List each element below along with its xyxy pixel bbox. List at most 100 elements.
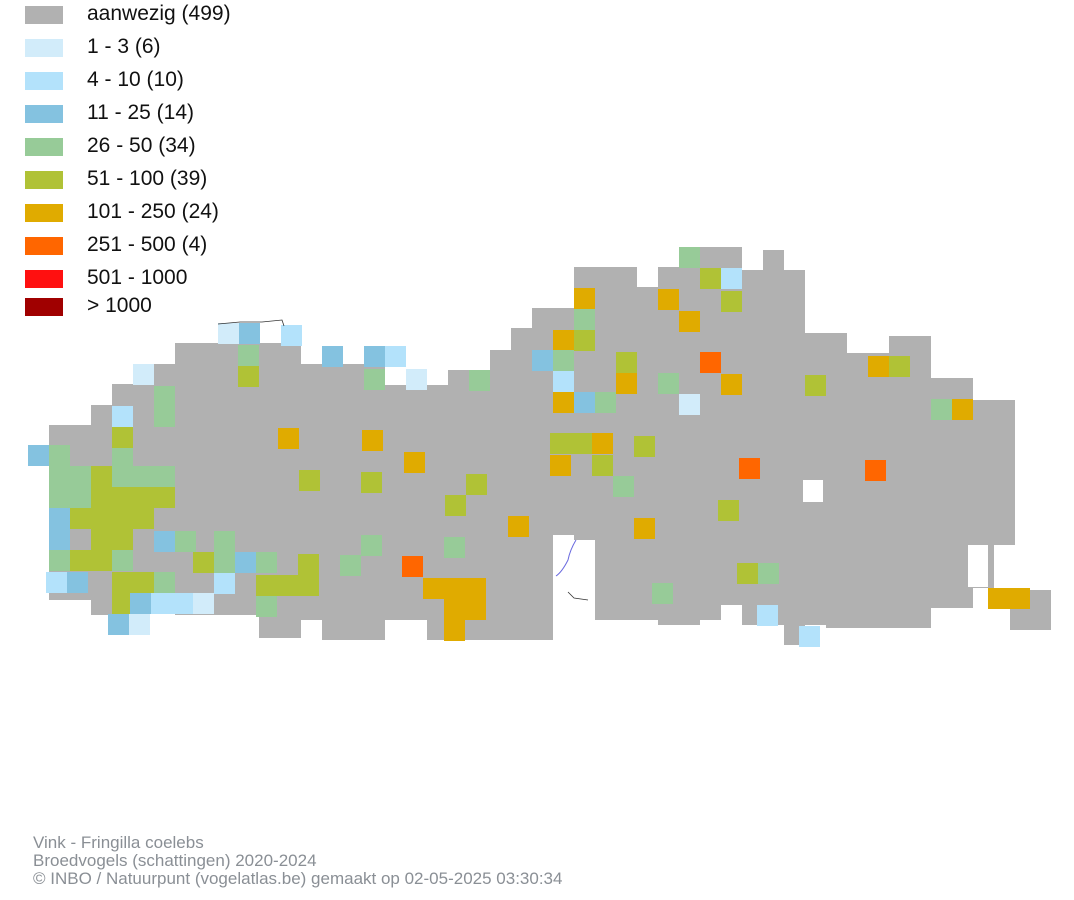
abundance-square xyxy=(214,531,235,552)
presence-square xyxy=(679,267,700,625)
legend-item-26-50: 26 - 50 (34) xyxy=(25,134,425,157)
presence-square xyxy=(763,250,784,625)
abundance-square xyxy=(70,466,91,487)
abundance-square xyxy=(278,428,299,449)
border-line xyxy=(217,319,285,327)
abundance-square xyxy=(799,626,820,647)
abundance-square xyxy=(444,599,465,620)
abundance-square xyxy=(592,433,613,454)
legend-swatch xyxy=(25,270,63,288)
abundance-square xyxy=(466,474,487,495)
legend-swatch xyxy=(25,72,63,90)
legend-item-101-250: 101 - 250 (24) xyxy=(25,200,425,223)
legend-swatch xyxy=(25,39,63,57)
abundance-square xyxy=(133,466,154,487)
abundance-square xyxy=(154,572,175,593)
abundance-square xyxy=(758,563,779,584)
abundance-square xyxy=(700,268,721,289)
abundance-square xyxy=(70,550,91,571)
presence-square xyxy=(868,353,889,628)
legend-swatch xyxy=(25,171,63,189)
abundance-square xyxy=(616,373,637,394)
abundance-square xyxy=(571,433,592,454)
abundance-square xyxy=(361,535,382,556)
legend-label: 101 - 250 (24) xyxy=(87,200,219,223)
abundance-square xyxy=(634,436,655,457)
presence-square xyxy=(805,333,826,625)
abundance-square xyxy=(868,356,889,377)
abundance-square xyxy=(112,508,133,529)
abundance-square xyxy=(239,323,260,344)
abundance-square xyxy=(469,370,490,391)
abundance-square xyxy=(574,288,595,309)
abundance-square xyxy=(130,593,151,614)
abundance-square xyxy=(49,445,70,466)
legend-item-501-1000: 501 - 1000 xyxy=(25,266,425,289)
presence-square xyxy=(658,267,679,625)
abundance-square xyxy=(154,406,175,427)
abundance-square xyxy=(256,596,277,617)
legend-item-51-100: 51 - 100 (39) xyxy=(25,167,425,190)
abundance-square xyxy=(193,593,214,614)
abundance-squares xyxy=(28,247,1030,647)
abundance-square xyxy=(1009,588,1030,609)
abundance-square xyxy=(364,369,385,390)
abundance-square xyxy=(952,399,973,420)
presence-square xyxy=(238,343,259,615)
abundance-square xyxy=(700,352,721,373)
abundance-square xyxy=(574,309,595,330)
map-detail-lines xyxy=(217,319,589,601)
legend-item-251-500: 251 - 500 (4) xyxy=(25,233,425,256)
abundance-square xyxy=(721,374,742,395)
abundance-square xyxy=(133,487,154,508)
abundance-square xyxy=(574,392,595,413)
abundance-square xyxy=(154,386,175,407)
presence-square xyxy=(847,353,868,628)
legend-label: 501 - 1000 xyxy=(87,266,188,289)
abundance-square xyxy=(133,572,154,593)
legend-label: 4 - 10 (10) xyxy=(87,68,184,91)
legend-item-present: aanwezig (499) xyxy=(25,2,425,25)
abundance-square xyxy=(658,289,679,310)
legend-label: 26 - 50 (34) xyxy=(87,134,196,157)
abundance-square xyxy=(154,466,175,487)
presence-square xyxy=(994,400,1015,545)
abundance-square xyxy=(112,448,133,469)
legend-swatch xyxy=(25,237,63,255)
legend-item-4-10: 4 - 10 (10) xyxy=(25,68,425,91)
presence-square xyxy=(322,364,343,640)
abundance-square xyxy=(112,572,133,593)
abundance-square xyxy=(277,575,298,596)
presence-square xyxy=(931,378,952,608)
abundance-square xyxy=(112,487,133,508)
species-name: Vink - Fringilla coelebs xyxy=(33,833,204,852)
abundance-square xyxy=(988,588,1009,609)
abundance-square xyxy=(91,466,112,487)
abundance-square xyxy=(423,578,444,599)
abundance-square xyxy=(757,605,778,626)
abundance-square xyxy=(299,470,320,491)
abundance-square xyxy=(444,578,465,599)
abundance-square xyxy=(214,573,235,594)
map-gap xyxy=(968,545,988,587)
presence-square xyxy=(490,350,511,640)
abundance-square xyxy=(508,516,529,537)
abundance-square xyxy=(112,427,133,448)
abundance-square xyxy=(298,575,319,596)
legend-label: 251 - 500 (4) xyxy=(87,233,208,256)
abundance-square xyxy=(46,572,67,593)
legend-swatch xyxy=(25,298,63,316)
presence-square xyxy=(889,336,910,628)
abundance-square xyxy=(805,375,826,396)
presence-square xyxy=(469,370,490,640)
abundance-square xyxy=(361,472,382,493)
legend-swatch xyxy=(25,6,63,24)
map-gap xyxy=(571,540,591,600)
abundance-square xyxy=(652,583,673,604)
abundance-square xyxy=(553,392,574,413)
abundance-square xyxy=(931,399,952,420)
abundance-square xyxy=(865,460,886,481)
presence-square xyxy=(385,385,406,620)
abundance-square xyxy=(404,452,425,473)
abundance-square xyxy=(256,552,277,573)
